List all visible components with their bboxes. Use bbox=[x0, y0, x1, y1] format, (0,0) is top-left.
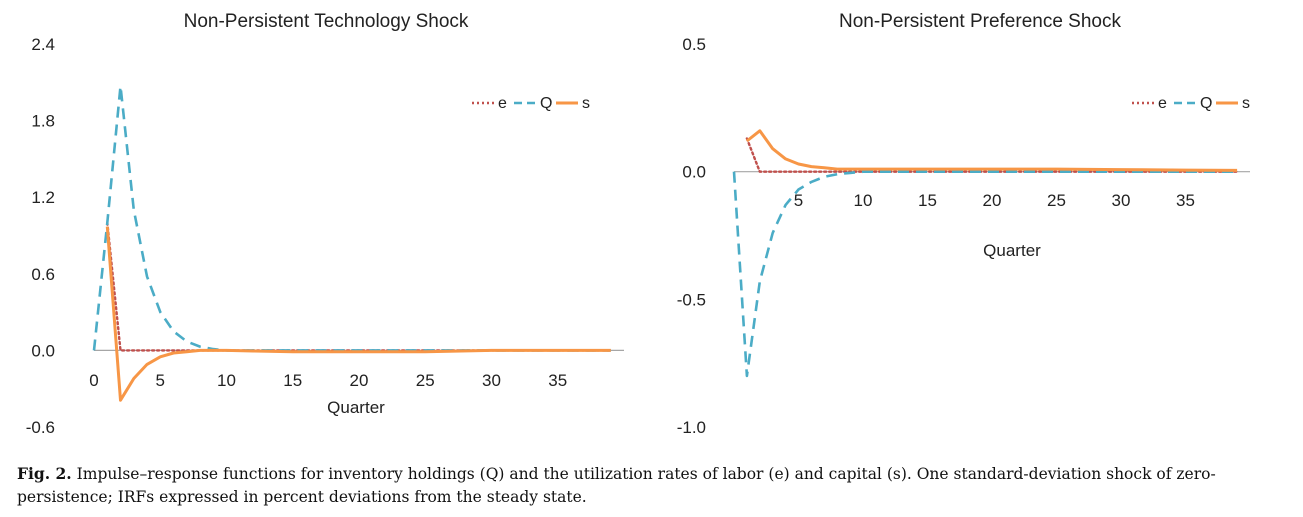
x-tick-label: 20 bbox=[983, 191, 1002, 210]
chart-panel-2: Non-Persistent Preference Shock 0.5 0.0 -0.… bbox=[677, 11, 1250, 437]
legend-label-s: s bbox=[1242, 95, 1250, 112]
legend-label-Q: Q bbox=[540, 95, 552, 112]
chart-panel-1: Non-Persistent Technology Shock 2.4 1.8 1.2… bbox=[26, 11, 624, 437]
y-tick-label: 0.6 bbox=[31, 265, 55, 284]
caption-text: Impulse–response functions for inventory… bbox=[17, 465, 1216, 506]
y-tick-label: 0.0 bbox=[31, 341, 55, 360]
x-tick-label: 15 bbox=[283, 371, 302, 390]
series-line-s bbox=[105, 226, 611, 402]
x-tick-label: 0 bbox=[89, 371, 98, 390]
y-tick-label: -1.0 bbox=[677, 418, 706, 437]
x-tick-label: 25 bbox=[1047, 191, 1066, 210]
x-axis-label: Quarter bbox=[983, 241, 1041, 260]
legend-label-e: e bbox=[498, 95, 507, 112]
series-line-Q bbox=[92, 84, 611, 352]
series-line-e bbox=[106, 221, 612, 352]
series-line-e bbox=[745, 137, 1239, 173]
x-axis-label: Quarter bbox=[327, 398, 385, 417]
x-tick-label: 5 bbox=[794, 191, 803, 210]
series-line-s bbox=[745, 129, 1238, 172]
figure-panels: Non-Persistent Technology Shock 2.4 1.8 1.2… bbox=[26, 11, 1250, 437]
chart-title: Non-Persistent Preference Shock bbox=[839, 11, 1121, 32]
x-tick-label: 15 bbox=[918, 191, 937, 210]
x-tick-label: 5 bbox=[156, 371, 165, 390]
x-tick-label: 35 bbox=[1176, 191, 1195, 210]
y-tick-label: 1.2 bbox=[31, 188, 55, 207]
x-tick-label: 30 bbox=[482, 371, 501, 390]
chart-title: Non-Persistent Technology Shock bbox=[184, 11, 469, 32]
legend-label-e: e bbox=[1158, 95, 1167, 112]
x-tick-label: 25 bbox=[416, 371, 435, 390]
y-tick-label: 2.4 bbox=[31, 35, 55, 54]
figure-caption: Fig. 2. Impulse–response functions for i… bbox=[17, 462, 1287, 509]
legend-label-s: s bbox=[582, 95, 590, 112]
legend-label-Q: Q bbox=[1200, 95, 1212, 112]
y-tick-label: -0.6 bbox=[26, 418, 55, 437]
caption-label: Fig. 2. bbox=[17, 464, 72, 483]
x-tick-label: 10 bbox=[854, 191, 873, 210]
y-tick-label: 0.5 bbox=[682, 35, 706, 54]
x-tick-label: 30 bbox=[1112, 191, 1131, 210]
x-tick-label: 20 bbox=[350, 371, 369, 390]
y-tick-label: 1.8 bbox=[31, 112, 55, 131]
x-tick-label: 35 bbox=[548, 371, 567, 390]
series-line-Q bbox=[732, 170, 1238, 378]
x-tick-label: 10 bbox=[217, 371, 236, 390]
y-tick-label: -0.5 bbox=[677, 290, 706, 309]
y-tick-label: 0.0 bbox=[682, 163, 706, 182]
